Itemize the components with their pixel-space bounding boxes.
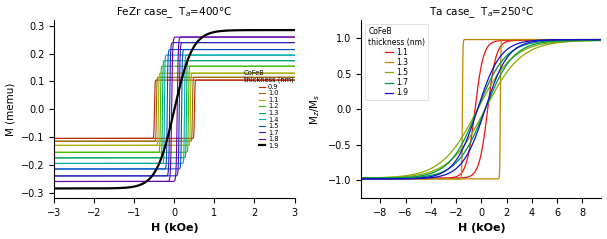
Title: Ta case_  T$_a$=250°C: Ta case_ T$_a$=250°C xyxy=(429,5,534,20)
X-axis label: H (kOe): H (kOe) xyxy=(458,223,505,234)
Legend: 1.1, 1.3, 1.5, 1.7, 1.9: 1.1, 1.3, 1.5, 1.7, 1.9 xyxy=(365,24,428,100)
Legend: 0.9, 1.0, 1.1, 1.2, 1.3, 1.4, 1.5, 1.7, 1.8, 1.9: 0.9, 1.0, 1.1, 1.2, 1.3, 1.4, 1.5, 1.7, … xyxy=(241,67,296,151)
X-axis label: H (kOe): H (kOe) xyxy=(151,223,198,234)
Y-axis label: M$_z$/M$_s$: M$_z$/M$_s$ xyxy=(309,94,322,125)
Y-axis label: M (memu): M (memu) xyxy=(5,83,16,136)
Title: FeZr case_  T$_a$=400°C: FeZr case_ T$_a$=400°C xyxy=(117,5,232,20)
